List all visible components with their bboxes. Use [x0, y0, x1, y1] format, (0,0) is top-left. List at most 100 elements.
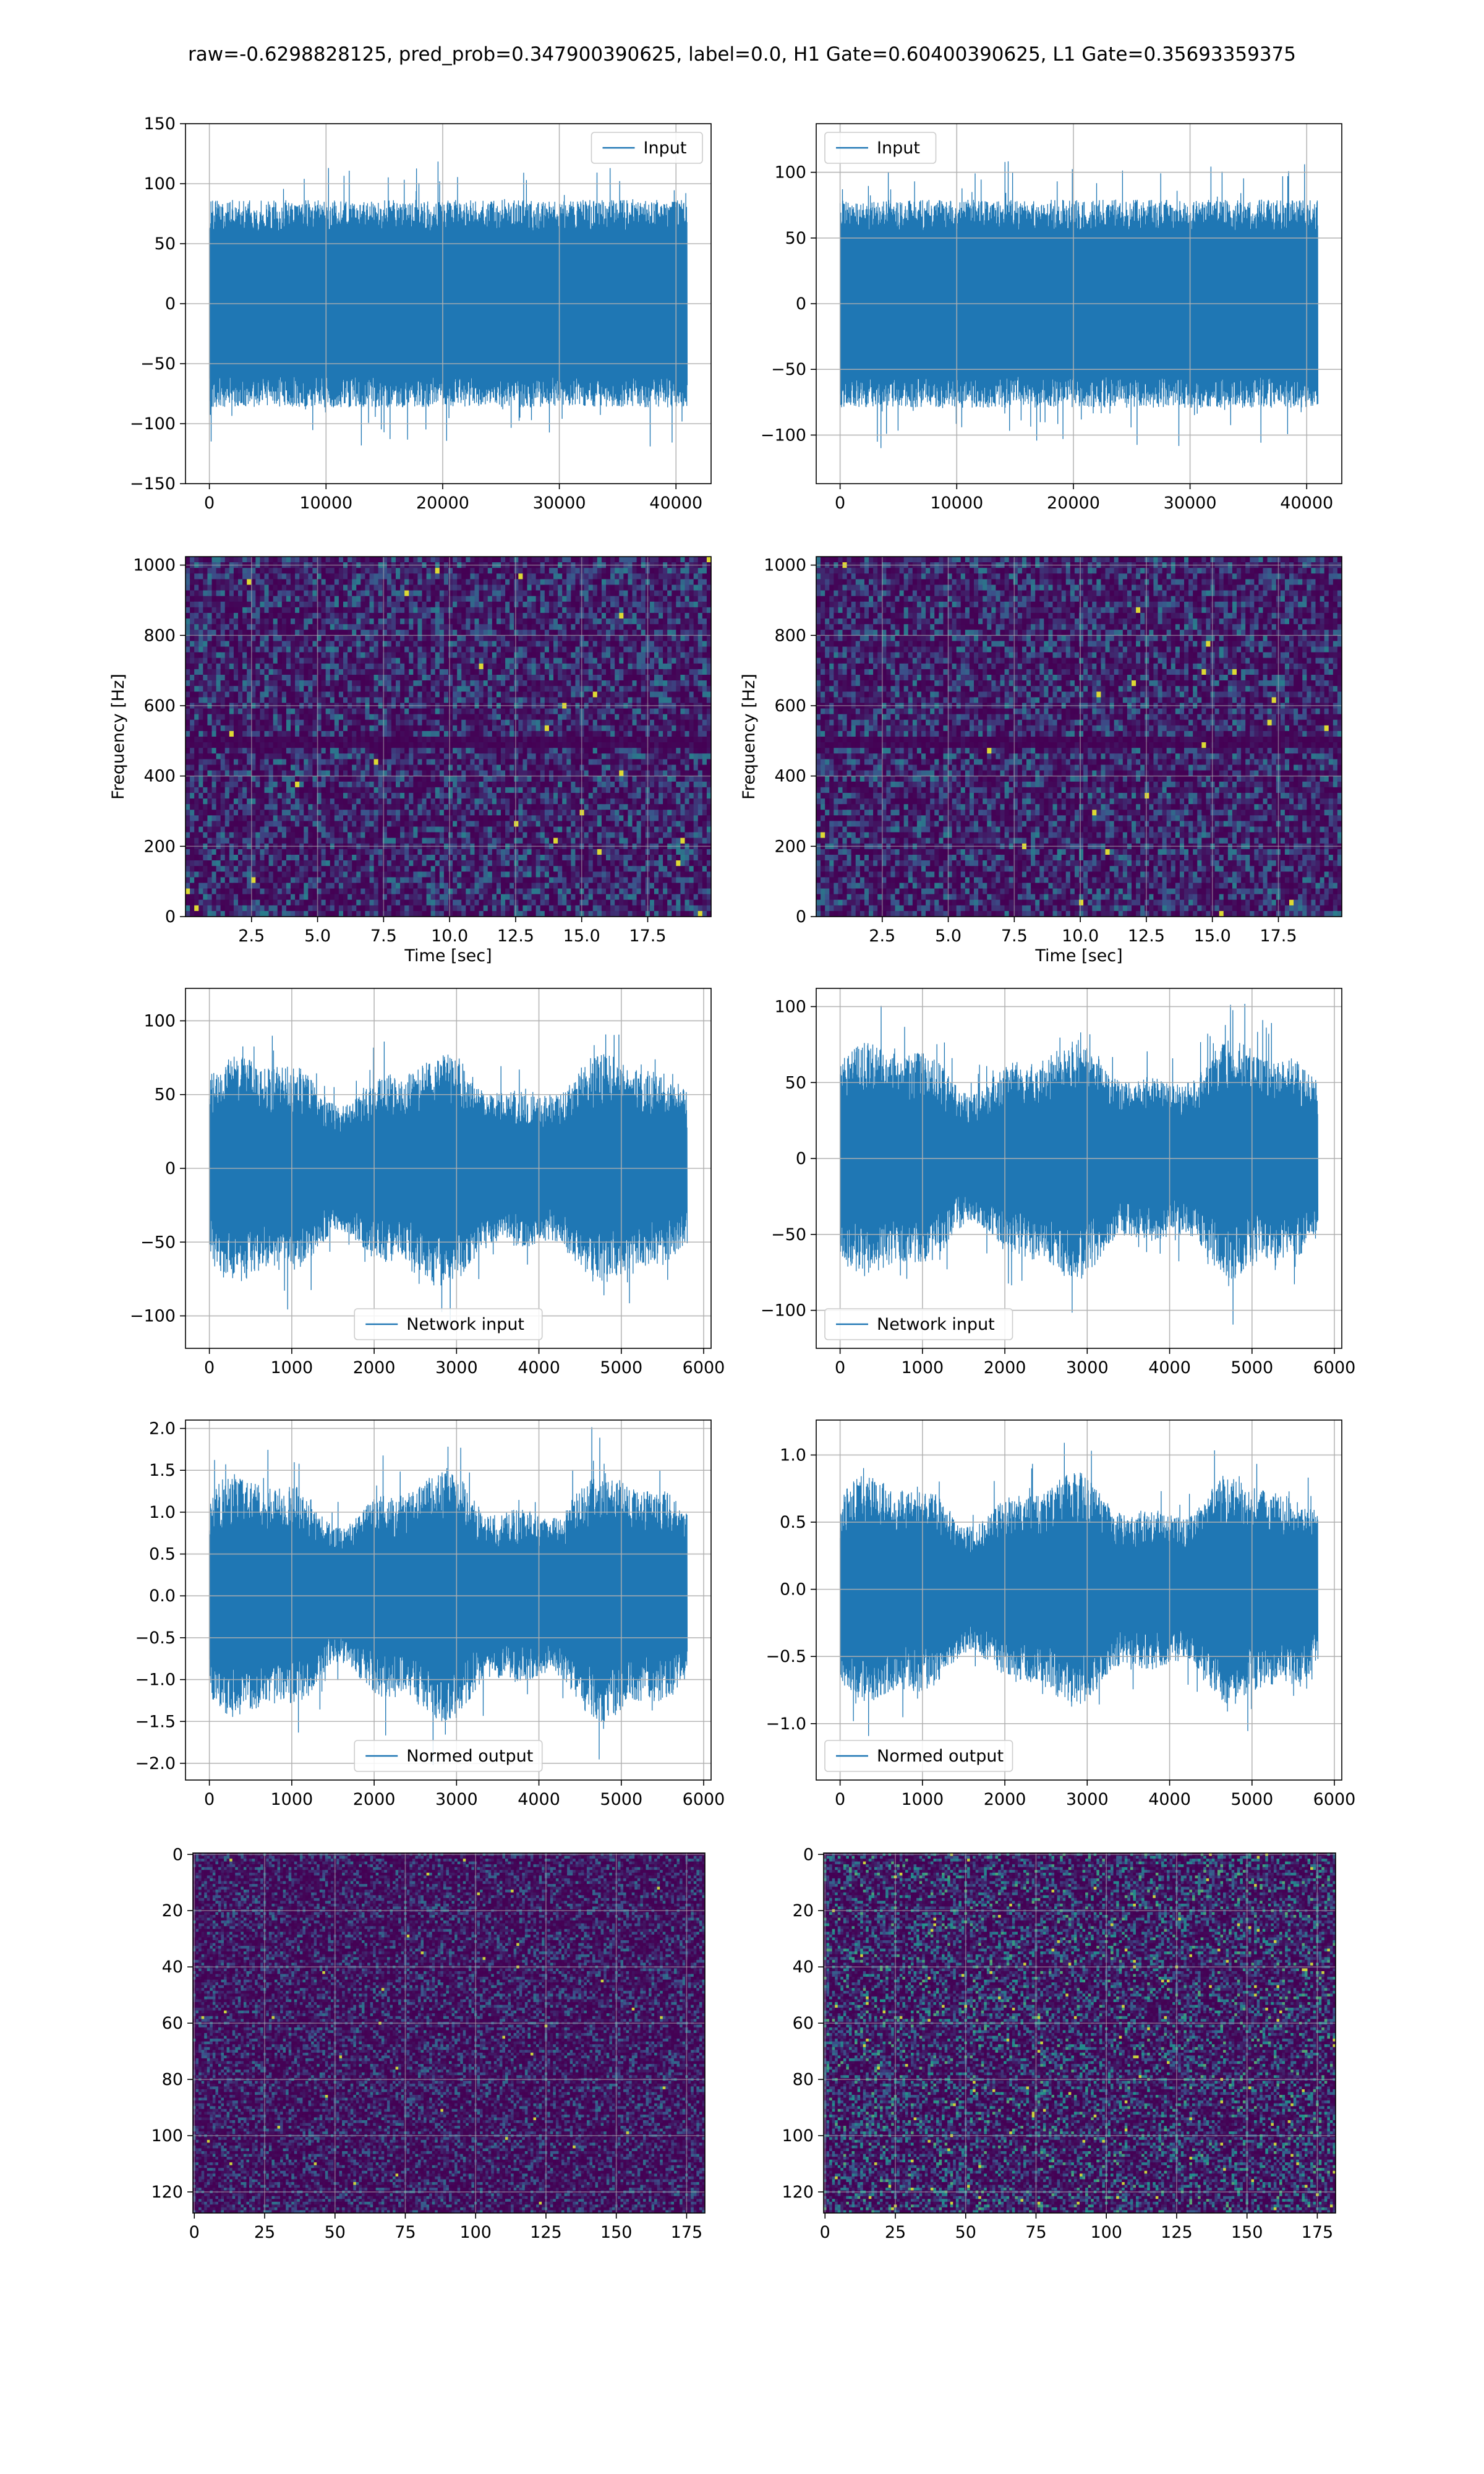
heatmap-cell [676, 731, 681, 737]
heatmap-cell [225, 573, 230, 580]
heatmap-cell [545, 782, 550, 788]
heatmap-cell [190, 647, 195, 653]
heatmap-cell [540, 584, 545, 591]
heatmap-cell [558, 742, 563, 748]
heatmap-cell [514, 782, 519, 788]
heatmap-cell [247, 776, 252, 782]
heatmap-cell [479, 573, 484, 580]
heatmap-cell [492, 607, 497, 614]
heatmap-cell [286, 579, 291, 585]
heatmap-cell [540, 771, 545, 777]
heatmap-cell [510, 591, 514, 597]
heatmap-cell [637, 697, 642, 703]
heatmap-cell [522, 720, 527, 726]
heatmap-cell [453, 669, 458, 675]
heatmap-cell [391, 607, 396, 614]
heatmap-cell [448, 584, 453, 591]
heatmap-cell [619, 737, 624, 743]
heatmap-cell [475, 630, 480, 636]
heatmap-cell [269, 731, 274, 737]
heatmap-cell [242, 669, 247, 675]
heatmap-cell [234, 787, 239, 794]
heatmap-cell [396, 647, 401, 653]
heatmap-cell [571, 613, 576, 619]
heatmap-cell [435, 742, 440, 748]
heatmap-cell [225, 748, 230, 754]
heatmap-cell [422, 602, 427, 608]
heatmap-cell [510, 759, 514, 765]
heatmap-cell [400, 647, 405, 653]
heatmap-cell [589, 624, 594, 630]
heatmap-cell [470, 731, 475, 737]
heatmap-cell [628, 726, 633, 732]
heatmap-cell [242, 568, 247, 574]
heatmap-cell [536, 776, 541, 782]
heatmap-cell [391, 635, 396, 641]
heatmap-cell [593, 764, 598, 771]
heatmap-cell [339, 658, 344, 664]
heatmap-cell [190, 759, 195, 765]
heatmap-cell [606, 686, 611, 692]
heatmap-cell [409, 664, 414, 670]
heatmap-cell [198, 731, 203, 737]
heatmap-cell [685, 691, 690, 698]
heatmap-cell [536, 664, 541, 670]
heatmap-cell [216, 647, 221, 653]
heatmap-cell [694, 669, 699, 675]
heatmap-cell [514, 607, 519, 614]
heatmap-cell [623, 557, 628, 563]
heatmap-cell [260, 782, 265, 788]
heatmap-cell [536, 658, 541, 664]
heatmap-cell [694, 573, 699, 580]
heatmap-cell [207, 647, 212, 653]
heatmap-cell [207, 675, 212, 681]
heatmap-cell [299, 742, 304, 748]
heatmap-cell [322, 675, 326, 681]
heatmap-cell [409, 630, 414, 636]
heatmap-cell [360, 753, 365, 760]
heatmap-cell [413, 607, 418, 614]
heatmap-cell [387, 658, 392, 664]
heatmap-cell [247, 573, 252, 580]
heatmap-cell [343, 624, 348, 630]
heatmap-cell [505, 664, 510, 670]
heatmap-cell [255, 686, 260, 692]
heatmap-cell [260, 635, 265, 641]
heatmap-cell [545, 748, 550, 754]
heatmap-cell [343, 613, 348, 619]
heatmap-cell [234, 720, 239, 726]
heatmap-cell [584, 584, 589, 591]
heatmap-cell [427, 641, 432, 647]
heatmap-cell [427, 584, 432, 591]
heatmap-cell [610, 753, 615, 760]
heatmap-cell [360, 771, 365, 777]
heatmap-cell [335, 771, 339, 777]
heatmap-cell [602, 742, 607, 748]
heatmap-cell [221, 624, 226, 630]
heatmap-cell [378, 686, 383, 692]
heatmap-cell [461, 714, 466, 721]
heatmap-cell [291, 618, 296, 625]
heatmap-cell [593, 680, 598, 687]
heatmap-cell [663, 748, 668, 754]
heatmap-cell [672, 607, 676, 614]
heatmap-cell [431, 568, 436, 574]
heatmap-cell [672, 596, 676, 602]
heatmap-cell [255, 641, 260, 647]
heatmap-cell [575, 591, 580, 597]
heatmap-cell [659, 635, 663, 641]
heatmap-cell [448, 630, 453, 636]
heatmap-cell [461, 675, 466, 681]
heatmap-cell [229, 731, 234, 737]
heatmap-cell [348, 584, 352, 591]
heatmap-cell [475, 669, 480, 675]
heatmap-cell [378, 630, 383, 636]
heatmap-cell [702, 753, 707, 760]
heatmap-cell [356, 782, 361, 788]
heatmap-cell [694, 731, 699, 737]
y-tick-label: 0 [165, 294, 176, 314]
heatmap-cell [584, 596, 589, 602]
heatmap-cell [633, 748, 638, 754]
heatmap-cell [190, 669, 195, 675]
heatmap-cell [378, 591, 383, 597]
